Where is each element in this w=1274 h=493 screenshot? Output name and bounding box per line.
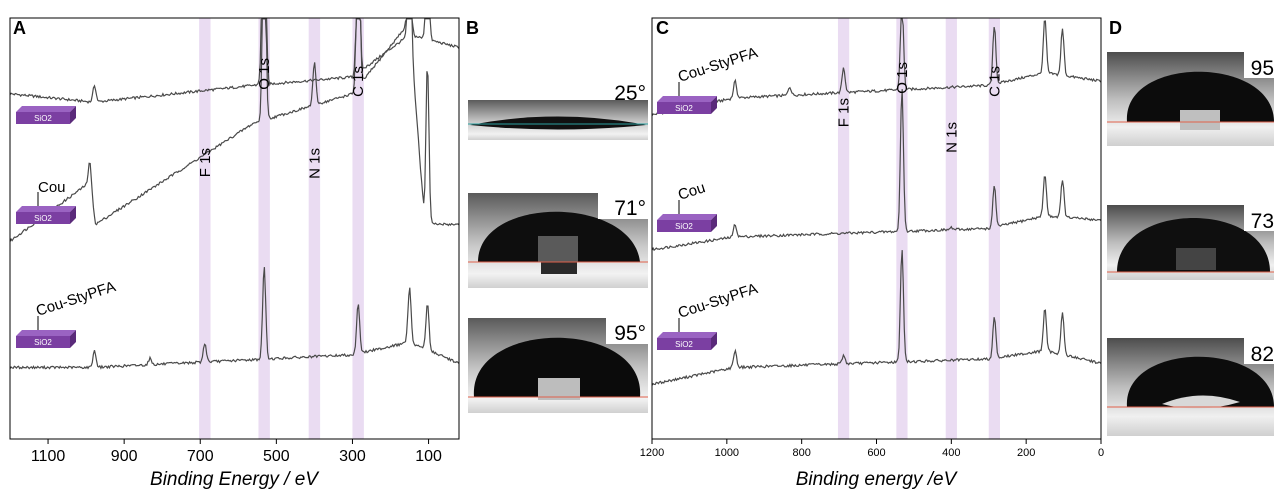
x-tick-label: 700 xyxy=(187,448,214,465)
peak-labels: F 1s O 1s N 1s C 1s xyxy=(197,58,367,179)
substrate-icon: SiO2 xyxy=(16,206,76,224)
droplet-image-3: 82 xyxy=(1107,338,1274,436)
substrate-icon: SiO2 xyxy=(657,96,717,114)
peak-label: O 1s xyxy=(894,62,911,94)
droplet-shape xyxy=(1117,218,1270,272)
contact-angle-value: 25° xyxy=(614,82,646,105)
x-tick-label: 0 xyxy=(1098,447,1104,459)
x-tick-label: 400 xyxy=(942,447,960,459)
peak-bands xyxy=(199,18,364,439)
x-tick-label: 500 xyxy=(263,448,290,465)
sample-label: Cou xyxy=(676,179,707,204)
peak-band xyxy=(896,18,908,439)
peak-label: C 1s xyxy=(350,66,367,97)
peak-band xyxy=(945,18,957,439)
sample-label: Cou-StyPFA xyxy=(676,44,760,86)
droplet-image-3: 95° xyxy=(468,318,648,413)
peak-label: N 1s xyxy=(306,148,323,179)
peak-label: N 1s xyxy=(943,122,960,153)
panel-a-xps-survey: 1100 900 700 500 300 100 F 1s O 1s N 1s C 1s SiO… xyxy=(9,17,460,490)
panel-letter-b: B xyxy=(466,18,479,38)
x-tick-label: 600 xyxy=(867,447,885,459)
plot-frame xyxy=(9,17,460,440)
spectrum-line xyxy=(651,18,1102,116)
droplet-image-1: 95 xyxy=(1107,52,1274,146)
plot-frame xyxy=(651,17,1102,440)
spectrum-line xyxy=(9,267,460,370)
panel-letter-c: C xyxy=(656,18,669,38)
substrate-icon: SiO2 xyxy=(657,214,717,232)
spectrum-line xyxy=(651,89,1102,252)
x-axis-title: Binding Energy / eV xyxy=(150,469,320,490)
peak-band xyxy=(837,18,850,439)
sample-label: Cou-StyPFA xyxy=(676,280,760,322)
peak-band xyxy=(988,18,1000,439)
panel-letter-a: A xyxy=(13,18,26,38)
x-axis-title: Binding energy /eV xyxy=(796,469,959,490)
peak-band xyxy=(199,18,211,439)
x-tick-label: 900 xyxy=(111,448,138,465)
peak-labels: F 1s O 1s N 1s C 1s xyxy=(836,62,1004,153)
peak-label: C 1s xyxy=(986,66,1003,97)
peak-label: F 1s xyxy=(836,98,853,127)
panel-letter-d: D xyxy=(1109,18,1122,38)
droplet-shape xyxy=(470,116,646,130)
panel-b-contact-angles: B 25° 71° 95° xyxy=(466,18,648,413)
contact-angle-value: 71° xyxy=(614,197,646,220)
peak-label: F 1s xyxy=(197,148,214,177)
peak-bands xyxy=(837,18,1000,439)
contact-angle-value: 95° xyxy=(614,322,646,345)
spectrum-traces xyxy=(651,18,1102,386)
panel-c-xps-survey: 1200 1000 800 600 400 200 0 F 1s O 1s N 1s C 1s S… xyxy=(640,17,1104,490)
spectrum-line xyxy=(9,18,460,104)
substrate-label: SiO2 xyxy=(675,222,693,231)
x-tick-label: 800 xyxy=(792,447,810,459)
spectrum-line xyxy=(651,250,1102,386)
substrate-icon: SiO2 xyxy=(16,106,76,124)
droplet-image-2: 71° xyxy=(468,193,648,288)
droplet-image-2: 73 xyxy=(1107,205,1274,280)
peak-band xyxy=(258,18,270,439)
substrate-label: SiO2 xyxy=(675,340,693,349)
droplet-shape xyxy=(1126,356,1274,407)
sample-label: Cou xyxy=(38,179,66,196)
x-tick-label: 200 xyxy=(1017,447,1035,459)
droplet-shape xyxy=(473,337,641,397)
droplet-shape xyxy=(1126,71,1274,122)
x-tick-label: 100 xyxy=(415,448,442,465)
substrate-icon: SiO2 xyxy=(657,332,717,350)
x-tick-label: 1200 xyxy=(640,447,664,459)
peak-label: O 1s xyxy=(256,58,273,90)
substrate-label: SiO2 xyxy=(34,338,52,347)
sample-labels: SiO2 Cou-StyPFA SiO2 Cou SiO2 Cou-StyPFA xyxy=(657,44,760,350)
substrate-label: SiO2 xyxy=(675,104,693,113)
x-tick-label: 1000 xyxy=(715,447,739,459)
peak-band xyxy=(352,18,364,439)
droplet-image-1: 25° xyxy=(468,80,648,140)
panel-d-contact-angles: D 95 73 82 xyxy=(1107,18,1274,436)
spectrum-traces xyxy=(9,18,460,370)
x-axis: 1100 900 700 500 300 100 xyxy=(31,439,442,465)
substrate-label: SiO2 xyxy=(34,214,52,223)
contact-angle-value: 95 xyxy=(1251,57,1274,80)
substrate-label: SiO2 xyxy=(34,114,52,123)
peak-band xyxy=(308,18,321,439)
substrate-icon: SiO2 xyxy=(16,330,76,348)
spectrum-line xyxy=(9,18,460,242)
contact-angle-value: 73 xyxy=(1251,210,1274,233)
contact-angle-value: 82 xyxy=(1251,343,1274,366)
x-tick-label: 300 xyxy=(339,448,366,465)
x-axis: 1200 1000 800 600 400 200 0 xyxy=(640,439,1104,459)
sample-label: Cou-StyPFA xyxy=(34,278,118,320)
x-tick-label: 1100 xyxy=(31,448,66,465)
